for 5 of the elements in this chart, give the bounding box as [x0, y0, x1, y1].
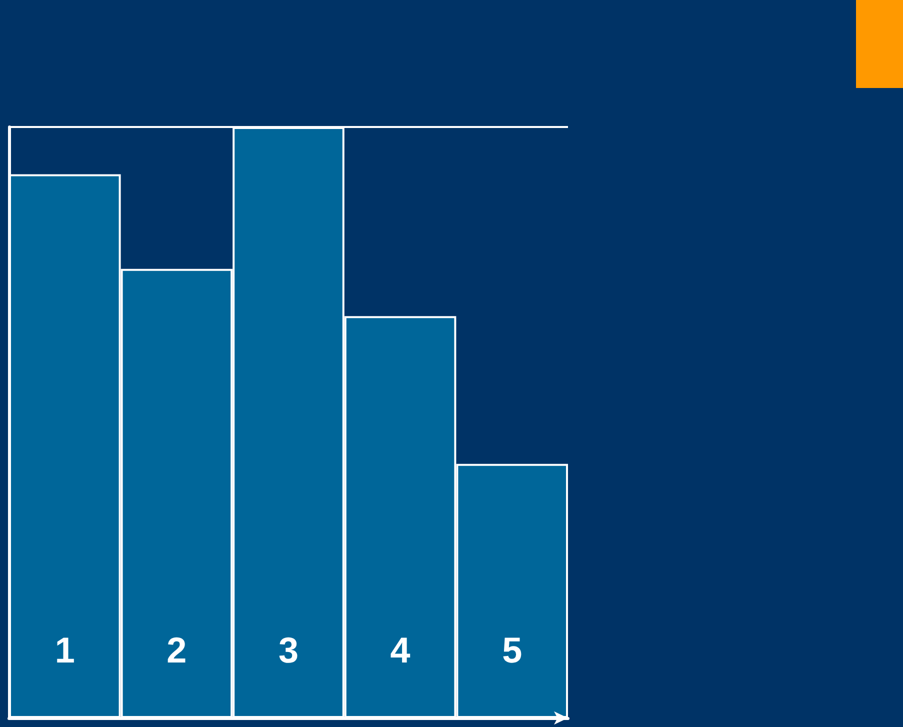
x-tick-label: 2: [166, 630, 187, 670]
x-tick-label: 4: [390, 630, 410, 670]
x-tick-label: 3: [278, 630, 299, 670]
x-tick-label: 1: [54, 630, 75, 670]
x-tick-label: 5: [502, 630, 522, 670]
